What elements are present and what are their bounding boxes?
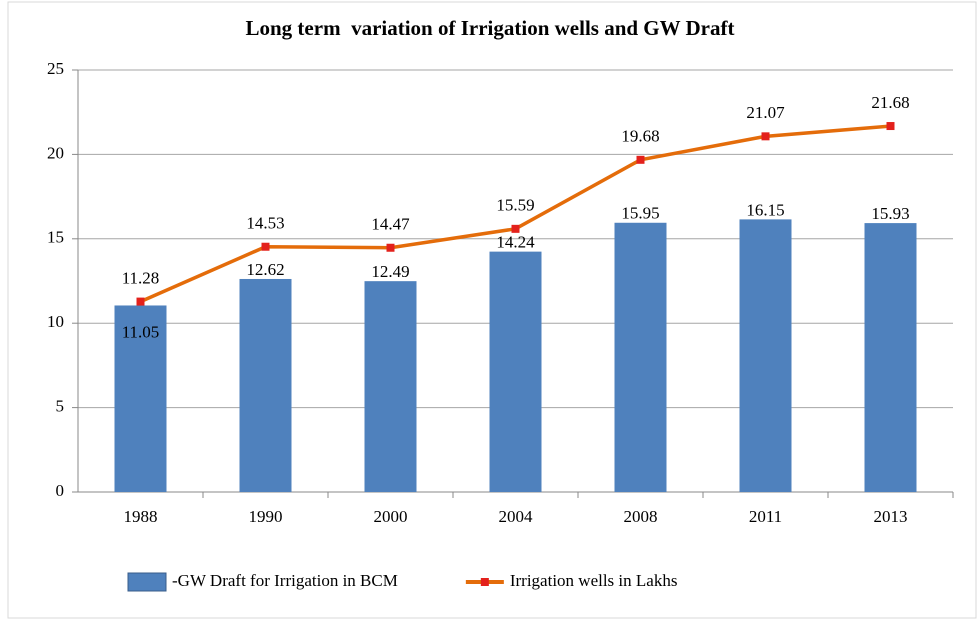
bar bbox=[614, 222, 667, 492]
bar-value-label: 15.95 bbox=[621, 204, 659, 223]
line-marker bbox=[636, 155, 645, 164]
bar-value-label: 15.93 bbox=[871, 204, 909, 223]
line-marker bbox=[136, 297, 145, 306]
bar-value-label: 12.62 bbox=[246, 260, 284, 279]
x-tick-label: 1988 bbox=[124, 507, 158, 526]
x-tick-label: 2000 bbox=[374, 507, 408, 526]
x-tick-label: 2004 bbox=[499, 507, 534, 526]
line-marker bbox=[761, 132, 770, 141]
y-tick-label: 15 bbox=[47, 228, 64, 247]
line-value-label: 21.68 bbox=[871, 93, 909, 112]
x-tick-label: 2011 bbox=[749, 507, 782, 526]
x-tick-label: 2008 bbox=[624, 507, 658, 526]
bar bbox=[114, 305, 167, 492]
bar-value-label: 14.24 bbox=[496, 233, 535, 252]
legend-swatch bbox=[127, 572, 167, 592]
bar-value-label: 11.05 bbox=[122, 322, 160, 341]
line-marker bbox=[261, 242, 270, 251]
chart-title: Long term variation of Irrigation wells … bbox=[246, 16, 735, 40]
bar-value-label: 12.49 bbox=[371, 262, 409, 281]
legend-label: Irrigation wells in Lakhs bbox=[510, 571, 678, 590]
x-tick-label: 2013 bbox=[874, 507, 908, 526]
line-marker bbox=[886, 122, 895, 131]
bar-value-label: 16.15 bbox=[746, 200, 784, 219]
legend-label: -GW Draft for Irrigation in BCM bbox=[172, 571, 398, 590]
y-tick-label: 0 bbox=[56, 481, 65, 500]
line-value-label: 14.53 bbox=[246, 214, 284, 233]
bar bbox=[739, 219, 792, 492]
bar bbox=[489, 251, 542, 492]
line-value-label: 11.28 bbox=[122, 268, 160, 287]
legend-marker bbox=[480, 578, 489, 586]
y-tick-label: 10 bbox=[47, 312, 64, 331]
y-tick-label: 25 bbox=[47, 59, 64, 78]
line-value-label: 14.47 bbox=[371, 215, 410, 234]
line-value-label: 19.68 bbox=[621, 127, 659, 146]
bar bbox=[864, 223, 917, 492]
bar bbox=[364, 281, 417, 492]
y-tick-label: 5 bbox=[56, 397, 65, 416]
line-marker bbox=[511, 224, 520, 233]
line-value-label: 15.59 bbox=[496, 196, 534, 215]
line-marker bbox=[386, 243, 395, 252]
y-tick-label: 20 bbox=[47, 143, 64, 162]
bar bbox=[239, 278, 292, 492]
line-value-label: 21.07 bbox=[746, 103, 785, 122]
x-tick-label: 1990 bbox=[249, 507, 283, 526]
